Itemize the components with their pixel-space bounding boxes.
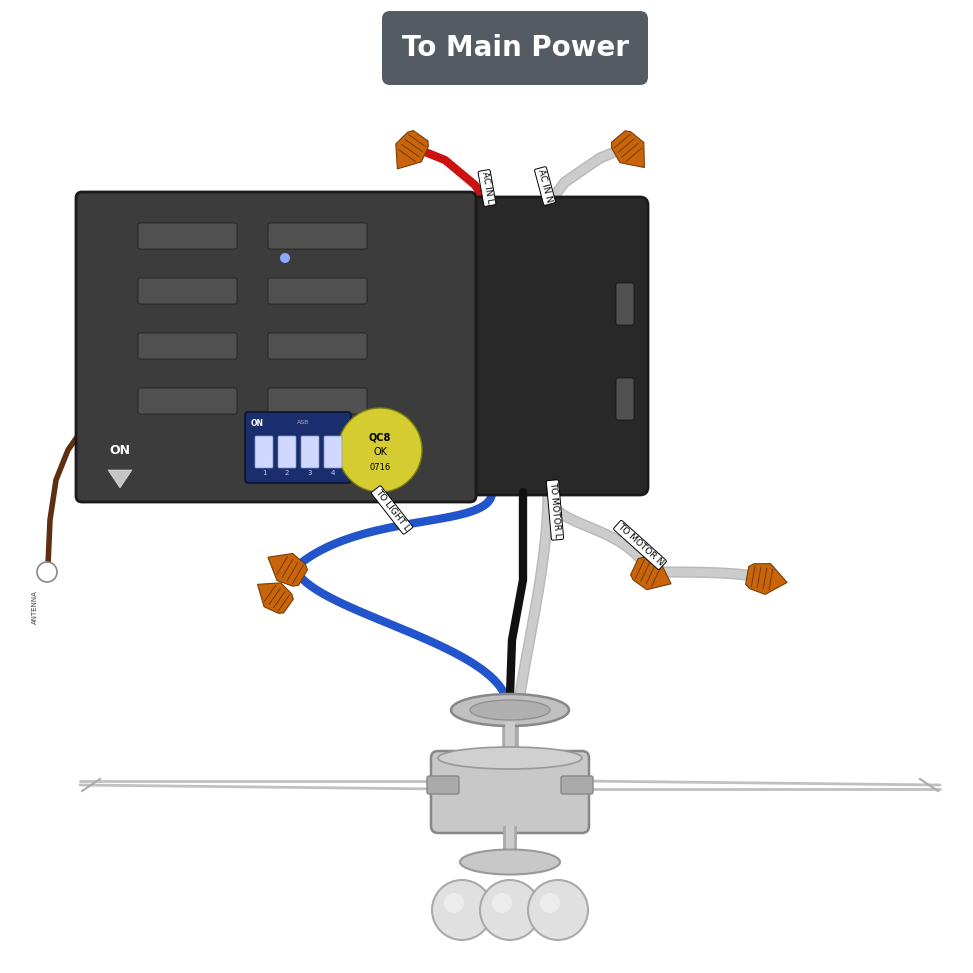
FancyBboxPatch shape [138, 278, 237, 304]
FancyBboxPatch shape [616, 378, 634, 420]
FancyBboxPatch shape [431, 751, 589, 833]
Polygon shape [268, 554, 307, 586]
FancyBboxPatch shape [278, 436, 296, 468]
Circle shape [432, 880, 492, 940]
FancyBboxPatch shape [616, 283, 634, 325]
Polygon shape [611, 130, 644, 167]
FancyBboxPatch shape [427, 776, 459, 794]
FancyBboxPatch shape [138, 223, 237, 249]
Text: AC IN L: AC IN L [480, 171, 494, 204]
Ellipse shape [451, 694, 569, 726]
Text: ANTENNA: ANTENNA [32, 590, 38, 624]
Text: ON: ON [251, 418, 264, 427]
FancyBboxPatch shape [76, 192, 476, 502]
FancyBboxPatch shape [324, 436, 342, 468]
Polygon shape [745, 563, 787, 595]
Circle shape [444, 893, 464, 913]
Circle shape [480, 880, 540, 940]
Circle shape [540, 893, 560, 913]
Text: AC IN N: AC IN N [536, 168, 554, 203]
Text: ON: ON [110, 444, 130, 456]
Text: TO MOTOR N: TO MOTOR N [615, 523, 665, 568]
Text: TO MOTOR L: TO MOTOR L [548, 482, 562, 538]
Circle shape [37, 562, 57, 582]
FancyBboxPatch shape [255, 436, 273, 468]
Text: ASB: ASB [297, 420, 309, 425]
FancyBboxPatch shape [434, 197, 648, 495]
FancyBboxPatch shape [268, 388, 367, 414]
FancyBboxPatch shape [268, 278, 367, 304]
FancyBboxPatch shape [245, 412, 351, 483]
FancyBboxPatch shape [138, 388, 237, 414]
FancyBboxPatch shape [268, 333, 367, 359]
Circle shape [338, 408, 422, 492]
Polygon shape [258, 583, 293, 613]
Ellipse shape [460, 849, 560, 875]
Text: TO LIGHT L: TO LIGHT L [373, 487, 411, 532]
Text: 4: 4 [331, 470, 335, 476]
Circle shape [280, 253, 290, 263]
Text: 1: 1 [262, 470, 267, 476]
Text: 0716: 0716 [370, 463, 390, 473]
Text: To Main Power: To Main Power [402, 34, 629, 62]
Ellipse shape [438, 747, 582, 769]
Polygon shape [631, 558, 671, 590]
Ellipse shape [470, 700, 550, 720]
FancyBboxPatch shape [301, 436, 319, 468]
FancyBboxPatch shape [561, 776, 593, 794]
Text: QC8: QC8 [369, 433, 391, 443]
Circle shape [528, 880, 588, 940]
FancyBboxPatch shape [268, 223, 367, 249]
Text: 2: 2 [285, 470, 289, 476]
Text: OK: OK [373, 447, 387, 457]
Text: 3: 3 [307, 470, 312, 476]
FancyBboxPatch shape [138, 333, 237, 359]
Polygon shape [396, 130, 428, 169]
FancyBboxPatch shape [382, 11, 648, 85]
Circle shape [492, 893, 512, 913]
Polygon shape [108, 470, 132, 488]
